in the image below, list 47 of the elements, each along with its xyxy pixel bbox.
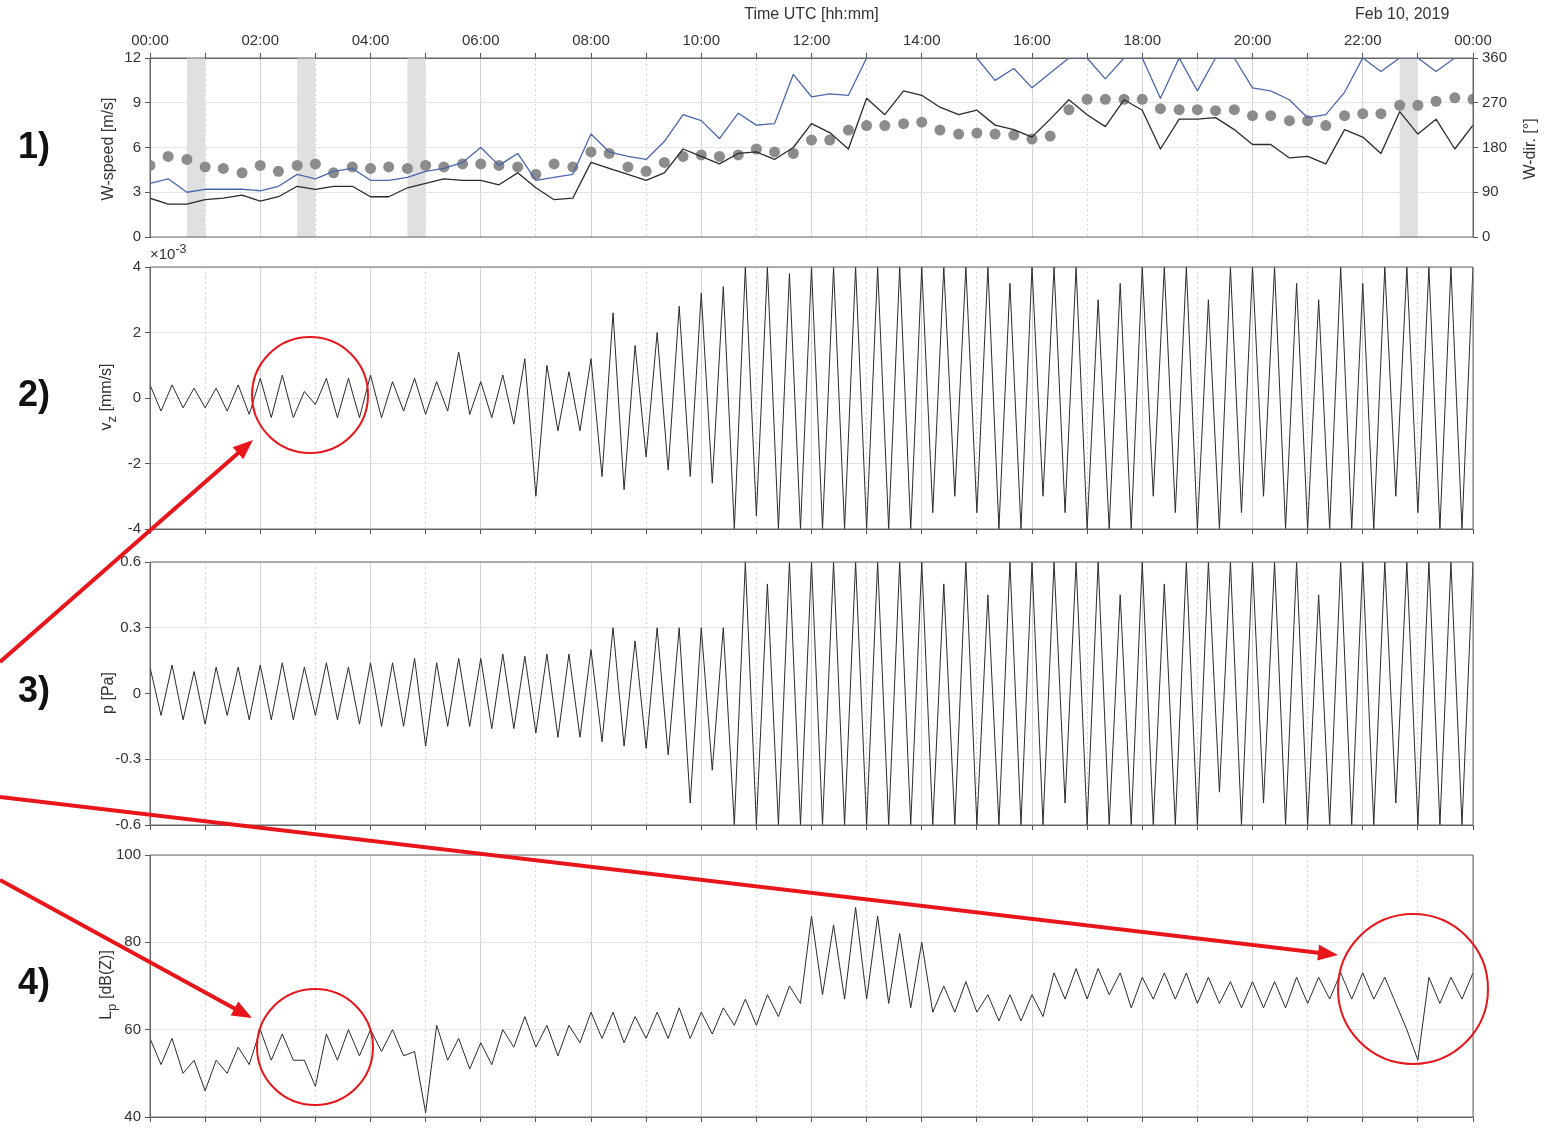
x-tick-label: 18:00 bbox=[1123, 31, 1162, 49]
y-tick-label: -0.6 bbox=[115, 815, 141, 833]
y-tick-label: 0 bbox=[132, 388, 141, 406]
x-tick-label: 14:00 bbox=[902, 31, 941, 49]
x-tick-label: 12:00 bbox=[792, 31, 831, 49]
y-tick-label: -0.3 bbox=[115, 749, 141, 767]
y-tick-label: 9 bbox=[132, 92, 141, 110]
text: Feb 10, 2019 bbox=[1355, 5, 1450, 23]
y2-tick-label: 90 bbox=[1482, 182, 1499, 200]
y2-tick-label: 360 bbox=[1482, 48, 1508, 66]
x-tick-label: 22:00 bbox=[1343, 31, 1382, 49]
y-tick-label: 3 bbox=[132, 182, 141, 200]
x-tick-label: 20:00 bbox=[1233, 31, 1272, 49]
y2-tick-label: 0 bbox=[1482, 227, 1491, 245]
y2-tick-label: 180 bbox=[1482, 137, 1508, 155]
y-tick-label: 0 bbox=[132, 227, 141, 245]
text: 2) bbox=[18, 373, 51, 415]
y2-tick-label: 270 bbox=[1482, 92, 1508, 110]
y-tick-label: -4 bbox=[127, 519, 141, 537]
y-tick-label: -2 bbox=[127, 453, 141, 471]
x-tick-label: 16:00 bbox=[1013, 31, 1051, 49]
text: ×10$^{-3}$ bbox=[150, 242, 187, 262]
x-tick-label: 10:00 bbox=[682, 31, 721, 49]
text: 4) bbox=[18, 961, 51, 1003]
y-tick-label: 2 bbox=[132, 322, 141, 340]
y-tick-label: 6 bbox=[132, 137, 141, 155]
y-tick-label: 80 bbox=[124, 932, 141, 950]
y-tick-label: 100 bbox=[115, 845, 141, 863]
x-tick-label: 00:00 bbox=[1454, 31, 1492, 49]
y-tick-label: 60 bbox=[124, 1019, 141, 1037]
x-tick-label: 06:00 bbox=[461, 31, 500, 49]
y-tick-label: 0 bbox=[132, 683, 141, 701]
y-tick-label: 0.3 bbox=[120, 617, 141, 635]
y2-axis-title: W-dir. [°] bbox=[1521, 118, 1539, 180]
text: 1) bbox=[18, 125, 51, 167]
y-tick-label: 4 bbox=[132, 257, 141, 275]
text: 3) bbox=[18, 668, 51, 711]
x-tick-label: 04:00 bbox=[351, 31, 390, 49]
y-tick-label: 40 bbox=[124, 1107, 141, 1125]
y-tick-label: 12 bbox=[124, 48, 141, 66]
x-tick-label: 00:00 bbox=[131, 31, 169, 49]
y-axis-title: W-speed [m/s] bbox=[99, 97, 117, 201]
y-tick-label: 0.6 bbox=[120, 552, 141, 570]
x-axis-title: Time UTC [hh:mm] bbox=[744, 5, 879, 23]
x-tick-label: 02:00 bbox=[241, 31, 280, 49]
y-axis-title: p [Pa] bbox=[99, 671, 117, 714]
x-tick-label: 08:00 bbox=[572, 31, 610, 49]
